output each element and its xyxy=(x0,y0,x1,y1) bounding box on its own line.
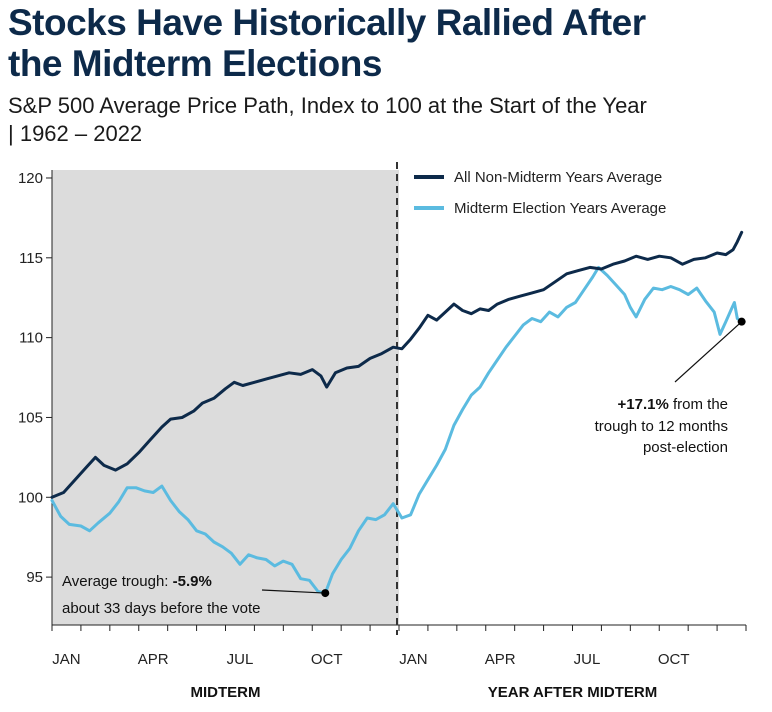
axes: 95 100 105 110 115 120 JAN APR JUL OCT JAN APR JUL OC… xyxy=(18,162,747,668)
y-tick-label: 105 xyxy=(18,409,43,426)
chart-subtitle: S&P 500 Average Price Path, Index to 100… xyxy=(8,92,768,148)
chart-title: Stocks Have Historically Rallied After t… xyxy=(8,2,768,84)
series-lines xyxy=(50,230,744,595)
series-line-non-midterm xyxy=(50,230,744,499)
section-label-year-after: YEAR AFTER MIDTERM xyxy=(488,684,657,701)
trough-value: -5.9% xyxy=(173,573,212,590)
trough-annotation-leader xyxy=(261,589,326,594)
trough-annotation-line1: Average trough: -5.9% xyxy=(62,573,212,590)
y-tick-label: 115 xyxy=(19,250,43,267)
legend-label-non-midterm: All Non-Midterm Years Average xyxy=(454,169,662,186)
chart-subtitle-line2: | 1962 – 2022 xyxy=(8,121,143,146)
rally-value: +17.1% xyxy=(618,396,669,413)
section-labels: MIDTERM YEAR AFTER MIDTERM xyxy=(191,684,658,701)
y-tick-label: 120 xyxy=(18,170,43,187)
midterm-shaded-region xyxy=(52,170,399,625)
y-tick-label: 100 xyxy=(18,489,43,506)
chart-title-line1: Stocks Have Historically Rallied After xyxy=(8,2,646,43)
x-tick-label: APR xyxy=(485,651,516,668)
x-tick-label: JAN xyxy=(399,651,427,668)
plot-background xyxy=(52,170,399,625)
rally-annotation-line3: post-election xyxy=(643,439,728,456)
legend-label-midterm: Midterm Election Years Average xyxy=(454,200,666,217)
x-tick-label: JUL xyxy=(227,651,254,668)
rally-annotation-leader xyxy=(674,321,743,383)
trough-marker xyxy=(321,589,330,598)
x-tick-label: OCT xyxy=(658,651,690,668)
x-tick-label: JAN xyxy=(52,651,80,668)
series-line-midterm xyxy=(50,265,744,595)
rally-annotation-line2: trough to 12 months xyxy=(595,418,728,435)
trough-annotation-line2: about 33 days before the vote xyxy=(62,600,260,617)
y-tick-label: 95 xyxy=(26,569,43,586)
section-label-midterm: MIDTERM xyxy=(191,684,261,701)
trough-label: Average trough: xyxy=(62,573,173,590)
annotations: Average trough: -5.9% about 33 days befo… xyxy=(62,317,746,617)
chart-title-line2: the Midterm Elections xyxy=(8,43,382,84)
x-tick-label: OCT xyxy=(311,651,343,668)
legend: All Non-Midterm Years Average Midterm El… xyxy=(414,169,666,217)
rally-annotation-line1: +17.1% from the xyxy=(618,396,728,413)
y-tick-label: 110 xyxy=(19,330,43,347)
x-tick-label: JUL xyxy=(574,651,601,668)
rally-marker xyxy=(737,317,746,326)
x-tick-label: APR xyxy=(138,651,169,668)
chart-subtitle-line1: S&P 500 Average Price Path, Index to 100… xyxy=(8,93,647,118)
rally-label: from the xyxy=(669,396,728,413)
